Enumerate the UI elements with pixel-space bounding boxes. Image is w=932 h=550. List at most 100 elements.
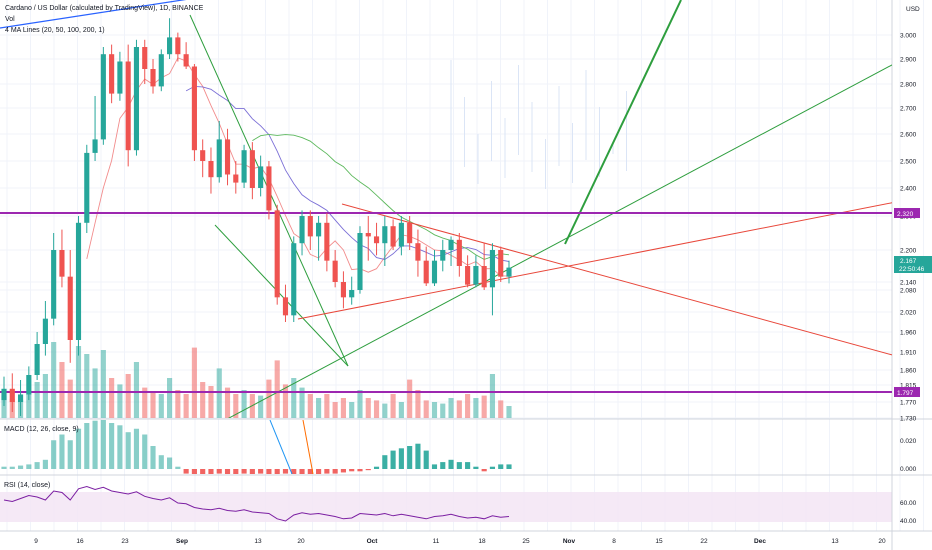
volume-bar: [133, 362, 140, 418]
volume-bar: [481, 395, 487, 418]
volume-bar: [423, 400, 429, 418]
macd-bar: [382, 455, 388, 469]
level-1797-tag: 1.797: [897, 390, 914, 397]
volume-bar: [332, 402, 338, 418]
macd-bar: [357, 469, 363, 472]
macd-bar: [398, 448, 404, 469]
rsi-tick-label: 60.00: [900, 500, 917, 507]
candle-body: [498, 250, 504, 277]
price-axis[interactable]: 3.0002.9002.8002.7002.6002.5002.4002.300…: [900, 33, 917, 423]
volume-bar: [398, 402, 404, 418]
volume-bar: [117, 384, 123, 418]
ma-line: [185, 85, 510, 262]
volume-bar: [92, 368, 98, 418]
macd-bar: [274, 469, 280, 474]
level-1797-tag-bg: [894, 387, 920, 397]
macd-line: [269, 420, 293, 474]
macd-bar: [9, 466, 15, 469]
price-tick-label: 2.080: [900, 288, 917, 295]
volume-bar: [200, 382, 206, 418]
ma-line: [252, 133, 510, 260]
rsi-legend: RSI (14, close): [4, 482, 50, 489]
volume-bars: [1, 342, 512, 418]
candle-body: [233, 174, 239, 183]
volume-bar: [241, 390, 247, 418]
bar-countdown-tag: 22:50:46: [899, 266, 925, 273]
volume-bar: [489, 374, 496, 418]
macd-bar: [431, 464, 438, 469]
candle-body: [481, 266, 487, 288]
macd-bar: [175, 466, 181, 469]
time-tick-label: 20: [297, 538, 305, 545]
volume-bar: [42, 374, 48, 418]
volume-bar: [59, 362, 65, 418]
volume-bar: [51, 342, 57, 418]
candle-body: [365, 233, 371, 237]
time-tick-label: 13: [254, 538, 262, 545]
candle-body: [506, 267, 512, 277]
time-tick-label: 23: [121, 538, 129, 545]
time-axis[interactable]: 9 16 23 Sep 13 20 Oct 11 18 25 Nov 8 15 22 Dec 13 20: [34, 538, 886, 545]
volume-bar: [142, 387, 148, 418]
volume-bar: [100, 350, 106, 418]
volume-bar: [26, 394, 32, 418]
volume-bar: [258, 395, 264, 418]
bold-green-arrow-line[interactable]: [564, 0, 682, 245]
macd-legend: MACD (12, 26, close, 9): [4, 426, 79, 433]
price-tick-label: 1.910: [900, 350, 917, 357]
volume-bar: [307, 394, 313, 418]
candle-body: [26, 375, 32, 395]
macd-bar: [249, 469, 255, 474]
macd-bar: [258, 469, 264, 474]
chart-title: Cardano / US Dollar (calculated by Tradi…: [5, 5, 204, 12]
volume-bar: [448, 398, 454, 418]
macd-bar: [75, 428, 82, 469]
candle-body: [241, 150, 247, 183]
macd-bar: [167, 457, 173, 469]
parallel-green-line[interactable]: [214, 224, 349, 367]
ma-legend: 4 MA Lines (20, 50, 100, 200, 1): [5, 27, 105, 34]
macd-bar: [307, 469, 313, 474]
price-tick-label: 2.500: [900, 159, 917, 166]
candle-body: [34, 344, 40, 375]
macd-bar: [407, 446, 413, 469]
macd-bar: [26, 464, 32, 469]
macd-bar: [440, 462, 446, 469]
price-tick-label: 2.900: [900, 57, 917, 64]
price-tick-label: 2.700: [900, 106, 917, 113]
candle-body: [266, 166, 272, 211]
candle-body: [340, 282, 346, 298]
rsi-line: [3, 485, 510, 522]
macd-bar: [448, 459, 454, 469]
macd-tick-label: 0.020: [900, 438, 917, 445]
volume-bar: [382, 403, 388, 418]
macd-bar: [142, 434, 148, 469]
time-tick-label: 20: [878, 538, 886, 545]
macd-bar: [473, 466, 479, 469]
candle-body: [291, 243, 297, 316]
macd-bar: [415, 443, 421, 469]
macd-bar: [17, 465, 24, 469]
volume-bar: [291, 378, 297, 418]
moving-averages: [86, 57, 510, 277]
time-tick-label: 8: [612, 538, 616, 545]
macd-bar: [92, 420, 98, 469]
ma-line: [86, 57, 510, 277]
candle-body: [423, 260, 429, 284]
blue-trendline[interactable]: [0, 0, 215, 29]
candle-body: [216, 139, 222, 178]
candle-body: [357, 233, 363, 290]
macd-bar: [316, 469, 322, 474]
time-tick-label: Dec: [754, 538, 766, 545]
macd-bar: [423, 450, 429, 469]
price-tick-label: 1.770: [900, 400, 917, 407]
volume-bar: [67, 379, 73, 418]
ascending-green-line[interactable]: [0, 50, 920, 540]
macd-bar: [150, 446, 156, 469]
price-tick-label: 1.960: [900, 330, 917, 337]
red-ascending-line[interactable]: [297, 202, 896, 320]
red-descending-line[interactable]: [341, 203, 896, 356]
volume-bar: [158, 394, 164, 418]
time-tick-label: 9: [34, 538, 38, 545]
